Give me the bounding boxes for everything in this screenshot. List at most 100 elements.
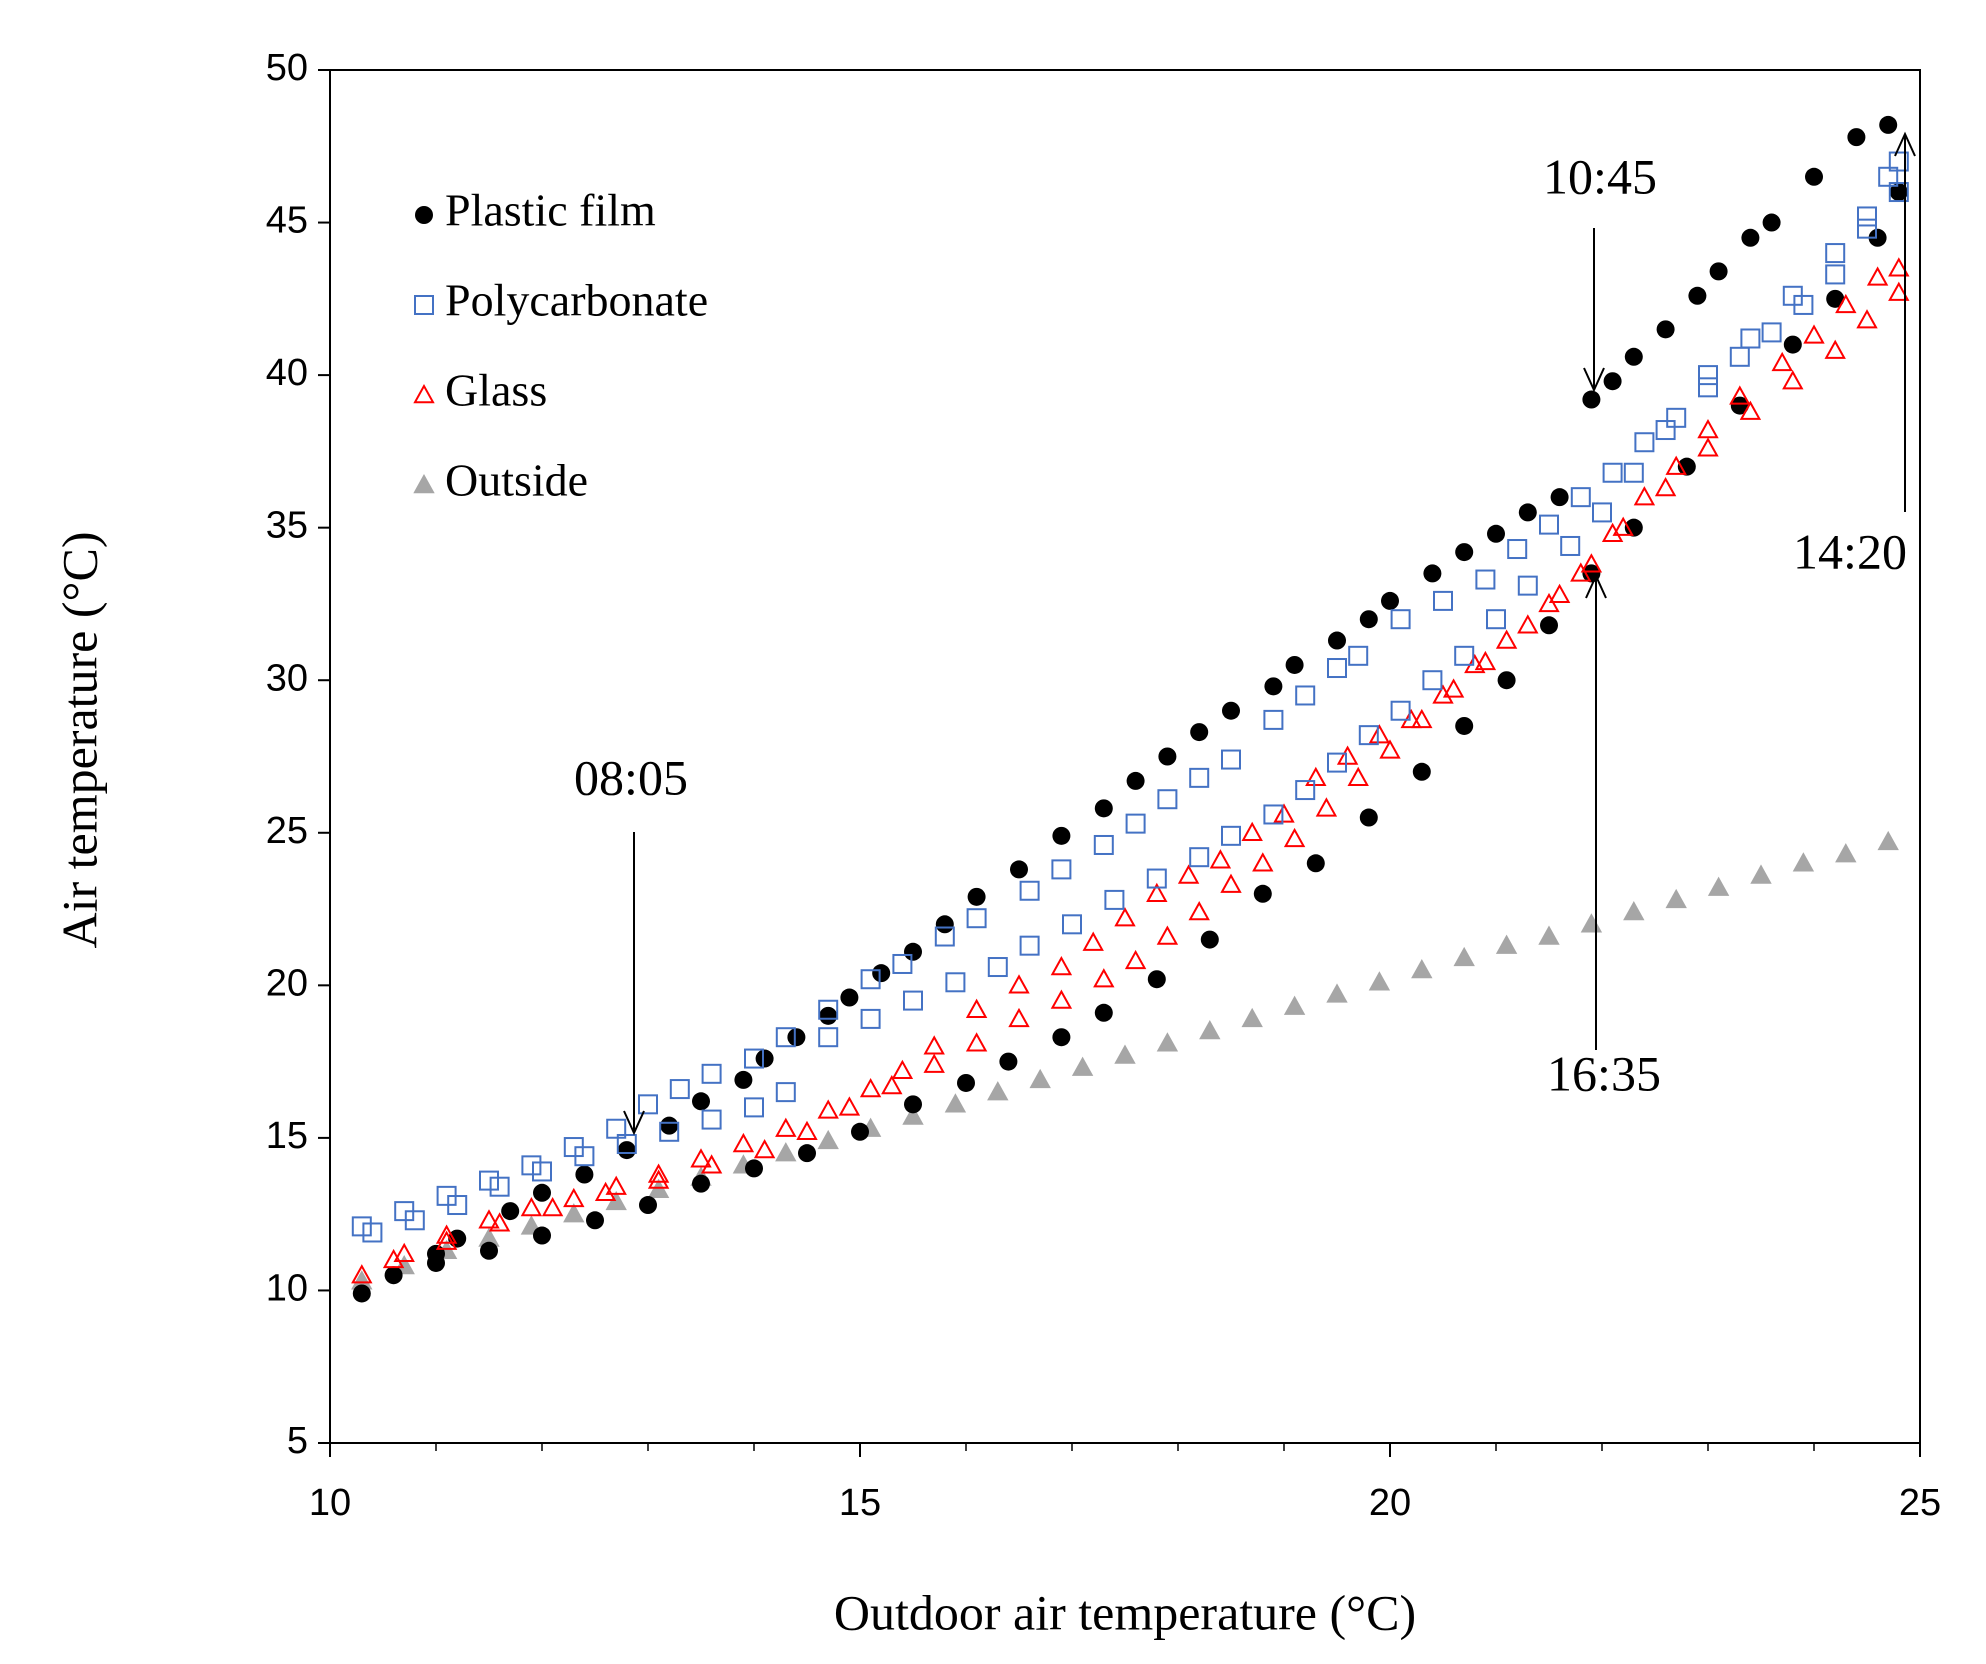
point: [1475, 569, 1496, 590]
annotation: 16:35: [1547, 1045, 1661, 1101]
point: [1507, 539, 1528, 560]
point: [1517, 614, 1539, 634]
point: [902, 1105, 924, 1125]
point: [1602, 462, 1623, 483]
y-tick-label: 15: [266, 1115, 308, 1157]
point: [1147, 970, 1166, 989]
point: [1835, 293, 1857, 314]
point: [1390, 700, 1411, 721]
point: [891, 1059, 914, 1079]
point: [1104, 889, 1125, 910]
point: [1729, 346, 1750, 367]
point: [744, 1097, 764, 1118]
point: [1222, 701, 1240, 720]
legend-label: Plastic film: [445, 185, 656, 236]
point: [1803, 324, 1825, 344]
legend-label: Polycarbonate: [445, 275, 708, 326]
x-tick-label: 10: [309, 1482, 351, 1524]
point: [1432, 684, 1454, 704]
point: [1241, 1007, 1263, 1028]
point: [1633, 486, 1656, 506]
point: [1783, 335, 1802, 354]
point: [647, 1163, 670, 1183]
point: [1878, 166, 1899, 187]
point: [479, 1170, 499, 1191]
point: [1052, 1028, 1071, 1047]
point: [1709, 262, 1728, 281]
point: [435, 1224, 458, 1244]
point: [1093, 834, 1114, 855]
point: [1538, 592, 1560, 613]
point: [1283, 995, 1306, 1015]
point: [1326, 983, 1348, 1003]
point: [1263, 804, 1284, 825]
point: [1698, 365, 1718, 386]
point: [563, 1187, 585, 1208]
point: [700, 1154, 723, 1174]
point: [647, 1169, 670, 1189]
point: [796, 1120, 818, 1140]
point: [1359, 808, 1378, 827]
point: [1283, 827, 1306, 848]
point: [734, 1070, 753, 1089]
point: [1146, 868, 1167, 889]
point: [840, 988, 859, 1007]
point: [1381, 591, 1399, 610]
point: [1094, 1003, 1113, 1022]
point: [521, 1155, 542, 1176]
point: [1612, 516, 1634, 536]
point: [872, 964, 891, 983]
point: [362, 1222, 383, 1243]
point: [965, 1032, 988, 1052]
point: [478, 1209, 500, 1229]
point: [1624, 347, 1643, 366]
point: [488, 1212, 511, 1232]
point: [1539, 514, 1559, 535]
point: [860, 1008, 881, 1029]
point: [1740, 328, 1761, 349]
arrow-head: [1894, 131, 1916, 157]
point: [1518, 503, 1537, 522]
point: [966, 908, 987, 929]
point: [1368, 724, 1391, 744]
point: [393, 1242, 415, 1263]
point: [732, 1132, 755, 1153]
point: [1857, 218, 1877, 239]
point: [1857, 206, 1877, 227]
point: [533, 1226, 551, 1245]
point: [935, 915, 954, 934]
point: [744, 1048, 764, 1069]
point: [1665, 455, 1687, 475]
point: [753, 1139, 776, 1159]
legend-marker: [415, 206, 433, 224]
point: [1688, 286, 1707, 305]
point: [1825, 264, 1846, 285]
point: [1082, 931, 1104, 951]
legend-label: Glass: [445, 365, 547, 416]
y-tick-label: 50: [266, 47, 308, 89]
point: [1455, 543, 1474, 562]
point: [404, 1210, 425, 1231]
point: [1051, 859, 1072, 880]
point: [1654, 476, 1677, 497]
point: [690, 1148, 712, 1168]
point: [1359, 610, 1378, 629]
y-tick-label: 40: [266, 352, 308, 394]
arrow-head: [1585, 573, 1607, 599]
legend-marker: [413, 473, 435, 494]
point: [1741, 228, 1760, 247]
point: [1730, 396, 1749, 415]
point: [1729, 385, 1751, 405]
point: [1582, 390, 1601, 409]
point: [904, 942, 922, 961]
point: [1868, 228, 1887, 247]
point: [1188, 901, 1210, 921]
point: [1094, 799, 1113, 818]
point: [965, 998, 988, 1018]
y-tick-label: 20: [266, 962, 308, 1004]
point: [351, 1216, 372, 1237]
point: [575, 1165, 594, 1184]
point: [1442, 678, 1465, 698]
point: [1698, 377, 1718, 398]
point: [1548, 583, 1571, 603]
